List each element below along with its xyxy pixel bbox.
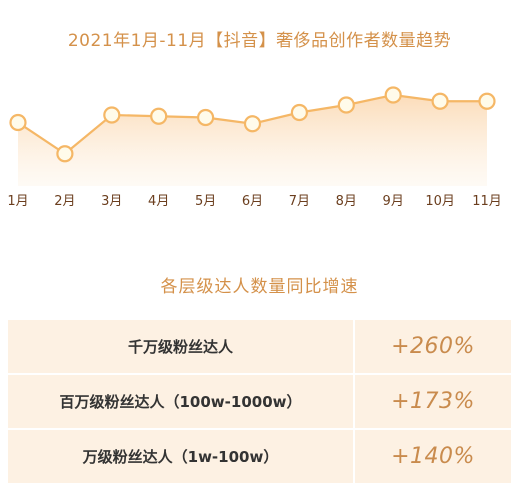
growth-row-tier-2: 百万级粉丝达人（100w-1000w） +173% — [8, 375, 511, 428]
data-point — [197, 108, 215, 127]
growth-table: 千万级粉丝达人 +260% 百万级粉丝达人（100w-1000w） +173% … — [8, 320, 511, 485]
growth-section-title: 各层级达人数量同比增速 — [160, 277, 359, 297]
row-divider — [353, 320, 355, 373]
data-points — [9, 86, 496, 163]
x-axis-labels: 1月 2月 3月 4月 5月 6月 7月 8月 9月 10月 11月 — [7, 194, 501, 209]
line-chart: 1月 2月 3月 4月 5月 6月 7月 8月 9月 10月 11月 — [7, 86, 502, 209]
x-axis-label: 2月 — [54, 194, 75, 209]
growth-row-value: +260% — [391, 334, 475, 359]
x-axis-label: 9月 — [383, 194, 404, 209]
growth-row-label: 百万级粉丝达人（100w-1000w） — [59, 393, 302, 411]
x-axis-label: 8月 — [336, 194, 357, 209]
data-point — [243, 115, 262, 133]
data-point — [56, 145, 74, 163]
data-point — [103, 106, 121, 124]
row-divider — [353, 375, 355, 428]
x-axis-label: 11月 — [472, 194, 502, 209]
chart-area — [18, 95, 487, 186]
data-point — [337, 96, 355, 114]
growth-row-value: +140% — [391, 444, 475, 469]
growth-row-label: 千万级粉丝达人 — [127, 338, 233, 356]
growth-row-label: 万级粉丝达人（1w-100w） — [82, 448, 279, 466]
data-point — [9, 113, 27, 132]
growth-row-value: +173% — [391, 389, 475, 414]
x-axis-label: 6月 — [242, 194, 263, 209]
x-axis-label: 4月 — [148, 194, 169, 209]
data-point — [150, 107, 168, 125]
growth-row-tier-3: 万级粉丝达人（1w-100w） +140% — [8, 430, 511, 483]
growth-row-tier-1: 千万级粉丝达人 +260% — [8, 320, 511, 373]
x-axis-label: 3月 — [101, 194, 122, 209]
x-axis-label: 10月 — [425, 194, 455, 209]
data-point — [290, 103, 308, 122]
data-point — [478, 92, 496, 110]
chart-title: 2021年1月-11月【抖音】奢侈品创作者数量趋势 — [67, 31, 452, 51]
x-axis-label: 1月 — [7, 194, 28, 209]
x-axis-label: 5月 — [195, 194, 216, 209]
x-axis-label: 7月 — [289, 194, 310, 209]
data-point — [384, 86, 402, 104]
row-divider — [353, 430, 355, 483]
data-point — [431, 92, 449, 110]
